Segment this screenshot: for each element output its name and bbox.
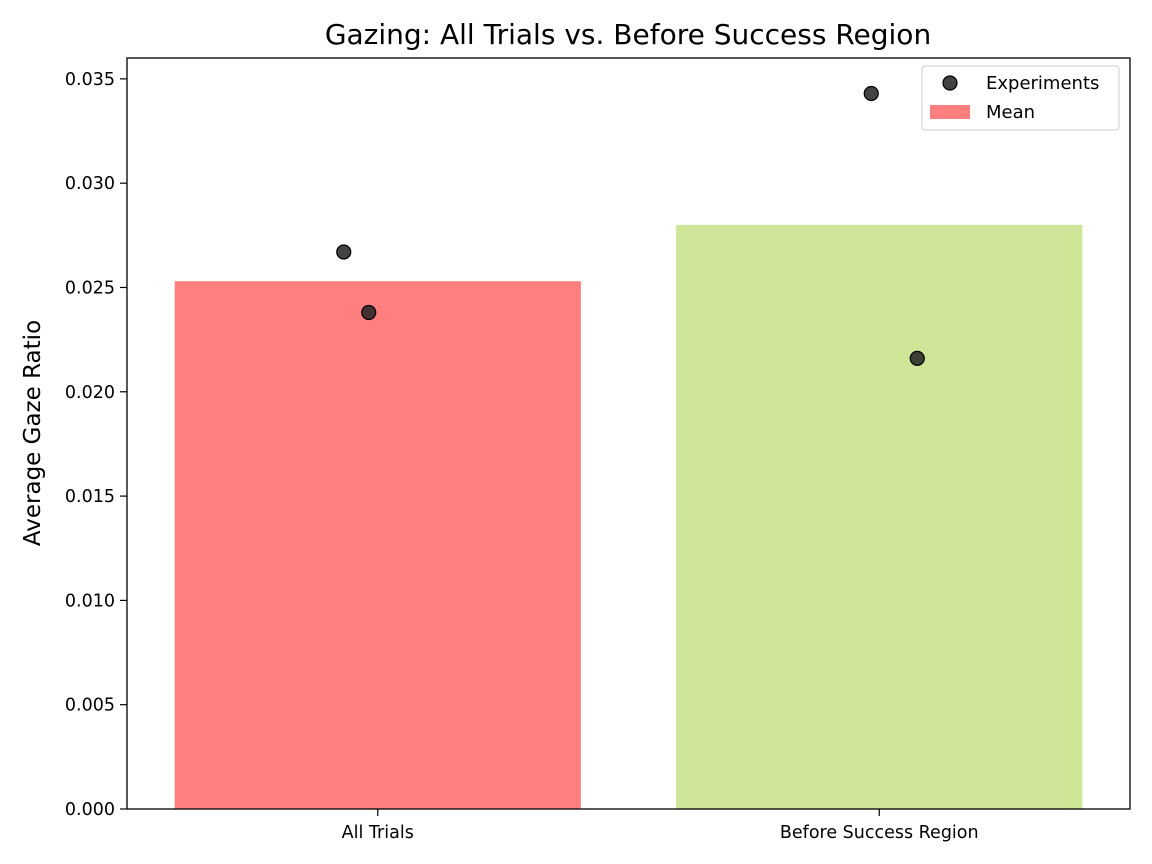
y-tick-label: 0.025 [65, 278, 115, 298]
chart-title: Gazing: All Trials vs. Before Success Re… [325, 18, 931, 51]
y-tick-label: 0.015 [65, 487, 115, 507]
experiment-point [336, 244, 352, 260]
experiment-points [336, 85, 925, 366]
bar-before-success-region [676, 224, 1083, 809]
y-tick-label: 0.020 [65, 383, 115, 403]
experiment-point [909, 350, 925, 366]
experiment-point [361, 304, 377, 321]
experiment-point [863, 85, 879, 102]
axes: 0.000 0.005 0.010 0.015 0.020 0.025 0.030 0.035… [65, 57, 1131, 843]
y-tick-label: 0.035 [65, 70, 115, 90]
y-axis-label: Average Gaze Ratio [20, 320, 46, 546]
x-tick-label: All Trials [342, 823, 414, 843]
legend-mean-swatch [930, 105, 970, 119]
y-tick-label: 0.000 [65, 800, 115, 820]
x-tick-label: Before Success Region [780, 823, 979, 843]
plot-frame [126, 57, 1131, 810]
legend-box [921, 65, 1120, 131]
bar-all-trials [174, 281, 581, 810]
legend: Experiments Mean [921, 65, 1120, 131]
legend-experiments-label: Experiments [986, 73, 1099, 94]
bars [174, 224, 1083, 810]
y-tick-label: 0.030 [65, 174, 115, 194]
legend-mean-label: Mean [986, 102, 1035, 123]
legend-experiments-marker [942, 75, 958, 91]
y-tick-label: 0.010 [65, 591, 115, 611]
y-tick-label: 0.005 [65, 696, 115, 716]
